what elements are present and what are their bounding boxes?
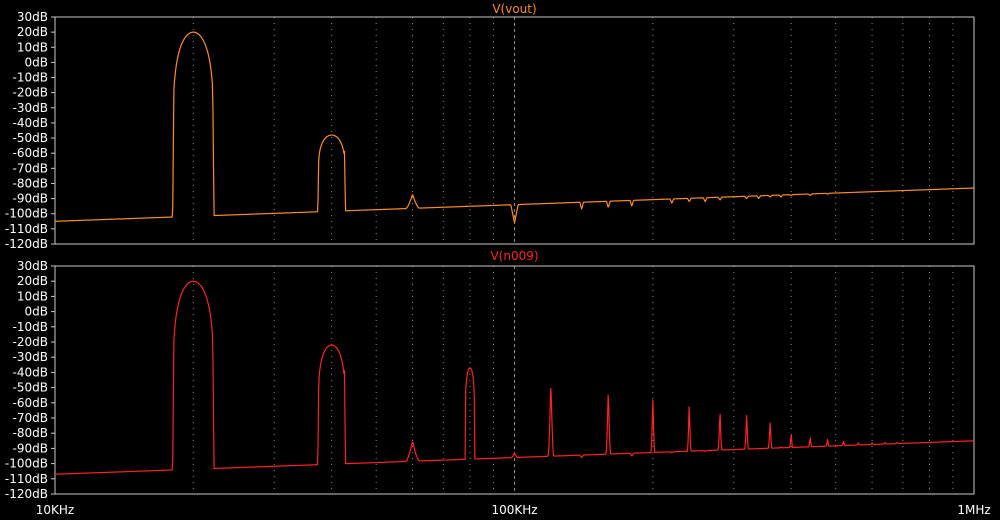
y-tick-label: -40dB xyxy=(13,116,48,130)
panel-title-vout: V(vout) xyxy=(492,2,536,16)
y-tick-label: -60dB xyxy=(13,396,48,410)
trace-n009 xyxy=(54,280,975,475)
y-tick-label: -70dB xyxy=(13,411,48,425)
y-tick-label: 0dB xyxy=(25,55,48,69)
y-tick-label: -90dB xyxy=(13,192,48,206)
x-axis-ticks: 10KHz 100KHz 1MHz xyxy=(36,503,991,517)
y-tick-label: 30dB xyxy=(17,259,48,273)
y-tick-label: -30dB xyxy=(13,350,48,364)
y-tick-label: -10dB xyxy=(13,71,48,85)
x-tick-label: 1MHz xyxy=(957,503,990,517)
y-tick-label: -50dB xyxy=(13,131,48,145)
y-tick-label: -80dB xyxy=(13,426,48,440)
y-tick-label: -90dB xyxy=(13,441,48,455)
y-tick-label: -110dB xyxy=(5,222,48,236)
plot-frame-vout xyxy=(54,16,975,245)
x-tick-label: 10KHz xyxy=(36,503,74,517)
y-tick-label: 10dB xyxy=(17,289,48,303)
y-tick-label: 20dB xyxy=(17,25,48,39)
y-tick-label: -100dB xyxy=(5,207,48,221)
grid-n009 xyxy=(192,266,954,494)
y-tick-label: -10dB xyxy=(13,320,48,334)
plot-frame-n009 xyxy=(54,265,975,495)
y-tick-label: -120dB xyxy=(5,237,48,251)
y-tick-label: -40dB xyxy=(13,365,48,379)
y-tick-label: -50dB xyxy=(13,381,48,395)
y-tick-label: -60dB xyxy=(13,146,48,160)
y-tick-label: -120dB xyxy=(5,487,48,501)
grid-vout xyxy=(192,17,954,244)
y-tick-label: -100dB xyxy=(5,457,48,471)
y-tick-label: -20dB xyxy=(13,335,48,349)
y-tick-label: -70dB xyxy=(13,161,48,175)
y-tick-label: 20dB xyxy=(17,274,48,288)
y-tick-label: -80dB xyxy=(13,176,48,190)
y-tick-label: -20dB xyxy=(13,86,48,100)
y-tick-label: 0dB xyxy=(25,305,48,319)
y-tick-label: -30dB xyxy=(13,101,48,115)
trace-vout xyxy=(54,31,975,224)
y-tick-label: -110dB xyxy=(5,472,48,486)
y-tick-label: 30dB xyxy=(17,10,48,24)
panel-title-n009: V(n009) xyxy=(490,249,538,263)
y-tick-label: 10dB xyxy=(17,40,48,54)
x-tick-label: 100KHz xyxy=(491,503,537,517)
